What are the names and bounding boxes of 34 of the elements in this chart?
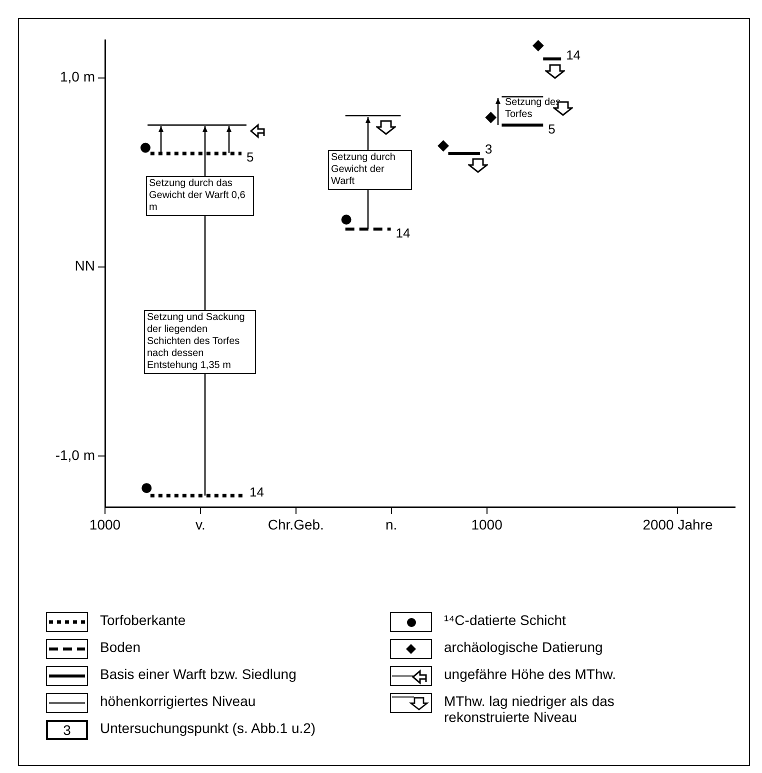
legend-label: Torfoberkante: [100, 612, 187, 628]
annotation: 3: [484, 142, 492, 157]
point: [532, 40, 544, 52]
legend-label: ¹⁴C-datierte Schicht: [444, 612, 567, 628]
x-tick-label: 1000: [89, 516, 121, 532]
point: [341, 214, 352, 225]
x-tick-label: Chr.Geb.: [268, 516, 324, 532]
legend-label: höhenkorrigiertes Niveau: [100, 693, 257, 709]
annotation: Setzung durch das Gewicht der Warft 0,6 m: [146, 176, 254, 216]
text: ungefähre Höhe des MThw.: [444, 666, 617, 682]
y-tick-label: -1,0 m: [55, 446, 95, 463]
text: MThw. lag niedriger als das rekonstruierte Niveau: [444, 693, 616, 725]
x-tick-label: n.: [386, 516, 398, 532]
text: Untersuchungspunkt (s. Abb.1 u.2): [100, 720, 317, 736]
x-tick-label: 2000 Jahre: [642, 516, 713, 532]
legend-label: Basis einer Warft bzw. Siedlung: [100, 666, 298, 682]
point: [142, 483, 152, 494]
x-tick-label: v.: [196, 516, 206, 532]
annotation: Setzung durch Gewicht der Warft: [328, 150, 412, 190]
point: [140, 142, 150, 153]
annotation: 5: [246, 150, 254, 165]
point: [438, 140, 449, 152]
annotation: Setzung und Sackung der liegenden Schichten des Torfes nach dessen Entstehung 1,35 m: [144, 310, 256, 374]
annotation: 14: [566, 47, 581, 62]
y-tick-label: NN: [74, 258, 95, 274]
annotation: 14: [250, 484, 264, 500]
point: [485, 112, 496, 124]
legend-label: archäologische Datierung: [444, 639, 604, 655]
annotation: 5: [548, 122, 556, 137]
text: 3: [46, 720, 88, 740]
annotation: 14: [396, 226, 410, 241]
y-tick-label: 1,0 m: [60, 68, 95, 85]
x-tick-label: 1000: [471, 516, 503, 532]
legend-label: Boden: [100, 639, 142, 655]
